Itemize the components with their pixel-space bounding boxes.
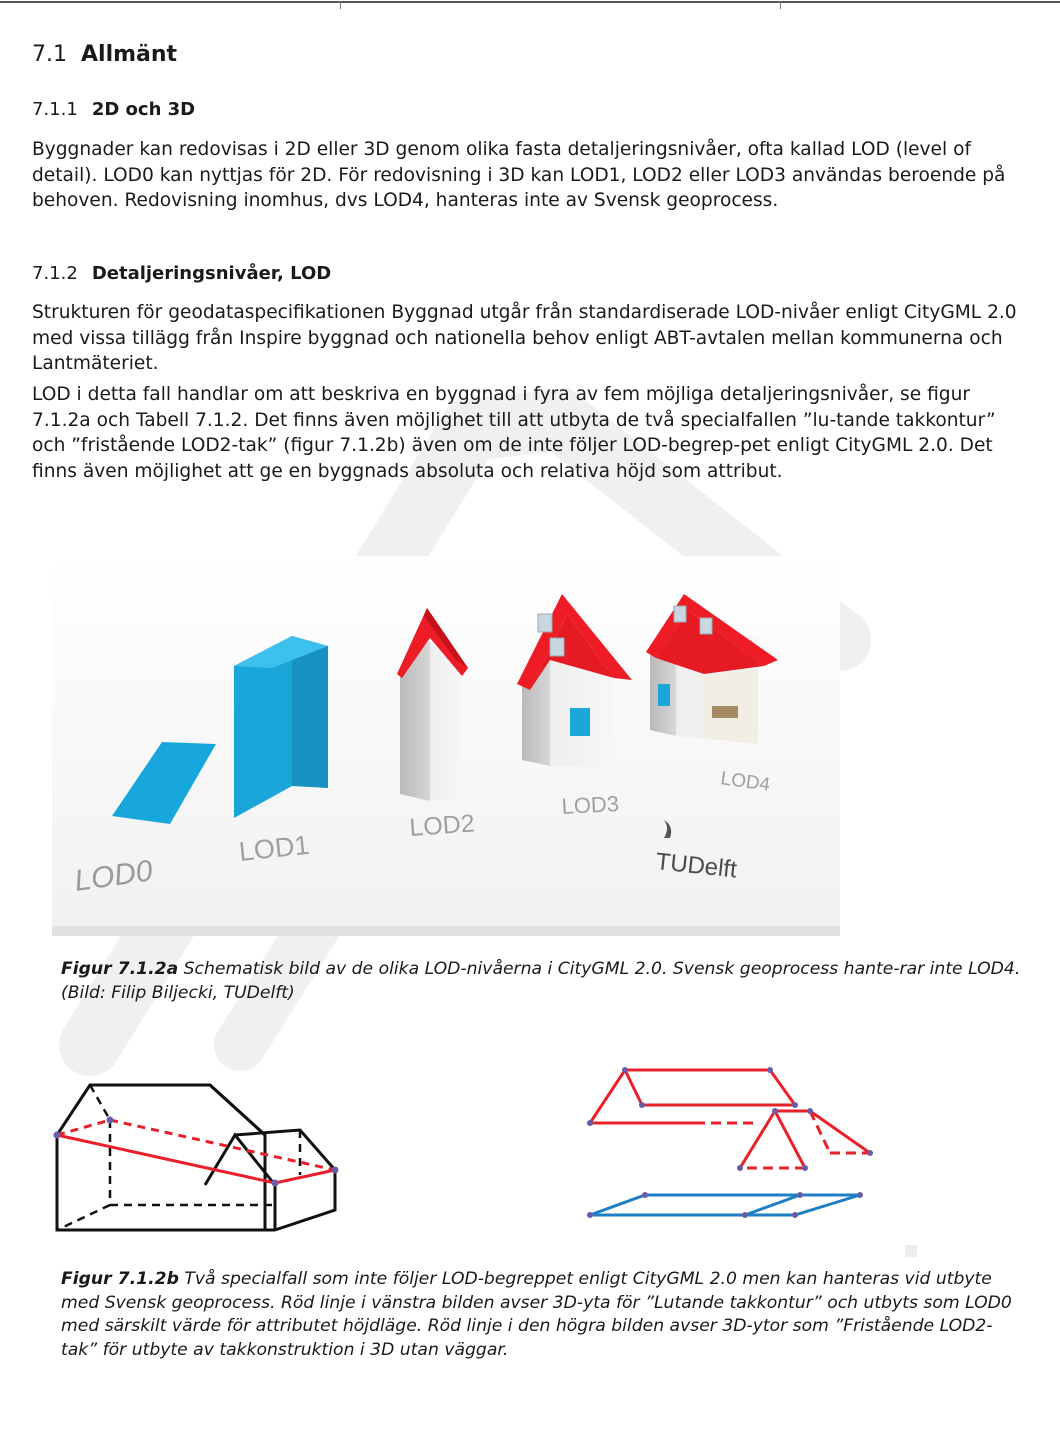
paragraph-lod-structure: Strukturen för geodataspecifikationen By… <box>32 302 1017 374</box>
lod1-label: LOD1 <box>237 830 310 867</box>
figure-b-caption: Figur 7.1.2b Två specialfall som inte fö… <box>61 1268 1021 1362</box>
figure-b-caption-text: Två specialfall som inte följer LOD-begr… <box>61 1269 1012 1360</box>
section-heading: 7.1 Allmänt <box>32 42 177 67</box>
lod2-wall-left <box>400 641 430 801</box>
paragraph-lod-levels: LOD i detta fall handlar om att beskriva… <box>32 384 996 482</box>
subsection-number: 7.1.1 <box>32 99 78 120</box>
figure-a-caption: Figur 7.1.2a Schematisk bild av de olika… <box>61 958 1021 1005</box>
paragraph-2d-3d: Byggnader kan redovisas i 2D eller 3D ge… <box>32 139 1006 211</box>
figure-a-caption-text: Schematisk bild av de olika LOD-nivåerna… <box>61 959 1021 1003</box>
subsection-heading-lod: 7.1.2 Detaljeringsnivåer, LOD <box>32 263 331 284</box>
page-top-rule <box>0 1 1060 9</box>
figure-a-caption-label: Figur 7.1.2a <box>61 959 179 979</box>
lod0-footprint <box>112 742 216 824</box>
lod4-dormer-1 <box>673 605 687 623</box>
section-number: 7.1 <box>32 42 67 67</box>
lod2-wall-right <box>430 641 462 801</box>
lod3-dormer-1 <box>537 613 553 633</box>
subsection-heading-2d-3d: 7.1.1 2D och 3D <box>32 99 195 120</box>
lod1-box-side <box>292 636 328 788</box>
sloped-roof-contour-diagram <box>53 1083 339 1232</box>
section-title: Allmänt <box>81 42 178 67</box>
lod1-box-front <box>234 636 292 818</box>
figure-b-caption-label: Figur 7.1.2b <box>61 1269 179 1289</box>
subsection-title: Detaljeringsnivåer, LOD <box>91 263 332 284</box>
lod2-roof <box>397 608 468 678</box>
lod3-roof <box>517 594 632 690</box>
subsection-number: 7.1.2 <box>32 263 78 284</box>
lod3-window <box>570 708 590 736</box>
subsection-title: 2D och 3D <box>91 99 196 120</box>
lod3-dormer-2 <box>549 637 565 657</box>
lod3-label: LOD3 <box>561 791 620 819</box>
lod-illustration: LOD0 LOD1 LOD2 LOD3 LOD4 TUDelft <box>52 556 840 936</box>
freestanding-roof-diagram <box>587 1067 873 1218</box>
lod2-label: LOD2 <box>408 809 475 841</box>
lod4-window <box>658 684 670 706</box>
lod4-dormer-2 <box>699 617 713 635</box>
scan-artifact <box>905 1245 917 1257</box>
